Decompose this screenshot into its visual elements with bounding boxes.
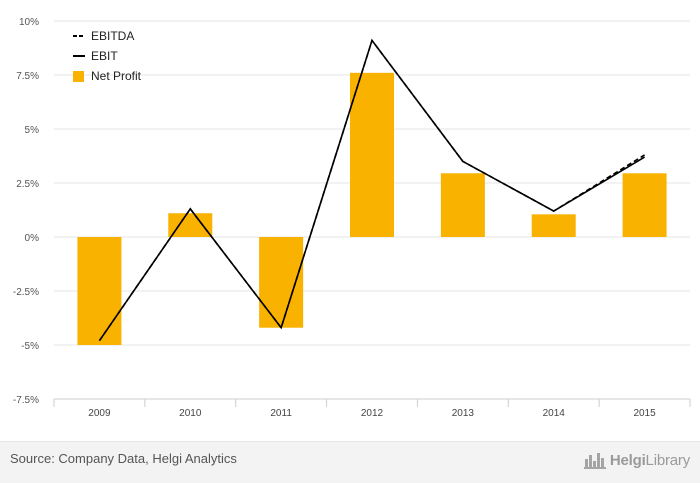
y-tick-label: 5% [25, 125, 40, 136]
city-skyline-icon [583, 453, 606, 469]
y-tick-label: 7.5% [16, 71, 39, 82]
source-text: Source: Company Data, Helgi Analytics [10, 451, 237, 466]
legend-label: EBIT [91, 49, 118, 63]
bar-net-profit [440, 173, 485, 237]
x-axis: 2009 2010 2011 2012 2013 2014 2015 [53, 398, 691, 419]
legend: EBITDA EBIT Net Profit [73, 29, 142, 83]
footer: Source: Company Data, Helgi Analytics He… [0, 441, 700, 483]
x-tick-label: 2011 [270, 408, 292, 419]
bar-net-profit [77, 237, 122, 345]
legend-swatch [73, 71, 84, 82]
x-tick-label: 2012 [361, 408, 384, 419]
bars [77, 72, 667, 345]
line-ebit [98, 38, 645, 342]
x-tick-label: 2015 [633, 408, 656, 419]
y-tick-label: -2.5% [13, 287, 39, 298]
bar-net-profit [622, 173, 667, 237]
x-tick-label: 2009 [88, 408, 111, 419]
y-tick-label: -7.5% [13, 395, 39, 406]
y-tick-label: 10% [19, 17, 39, 28]
legend-item-ebitda[interactable]: EBITDA [73, 29, 134, 43]
logo-text-helgi: Helgi [609, 451, 646, 469]
bar-net-profit [259, 237, 304, 328]
x-tick-label: 2014 [543, 408, 566, 419]
logo-text: HelgiLibrary [610, 452, 690, 469]
legend-label: Net Profit [91, 69, 142, 83]
legend-item-net-profit[interactable]: Net Profit [73, 69, 142, 83]
bar-net-profit [350, 72, 394, 237]
chart: -7.5% -5% -2.5% 0% 2.5% 5% 7.5% 10% 2009 2010 201… [13, 17, 691, 419]
y-axis: -7.5% -5% -2.5% 0% 2.5% 5% 7.5% 10% [13, 17, 39, 406]
y-tick-label: 0% [25, 233, 40, 244]
bar-net-profit [531, 214, 576, 237]
x-tick-label: 2010 [179, 408, 202, 419]
series-lines [98, 38, 645, 342]
bar-net-profit [168, 213, 213, 237]
y-tick-label: 2.5% [16, 179, 39, 190]
logo-text-library: Library [645, 451, 691, 469]
x-tick-label: 2013 [452, 408, 475, 419]
helgi-library-logo[interactable]: HelgiLibrary [583, 448, 690, 472]
legend-label: EBITDA [91, 29, 134, 43]
legend-item-ebit[interactable]: EBIT [73, 49, 118, 63]
y-tick-label: -5% [21, 341, 39, 352]
